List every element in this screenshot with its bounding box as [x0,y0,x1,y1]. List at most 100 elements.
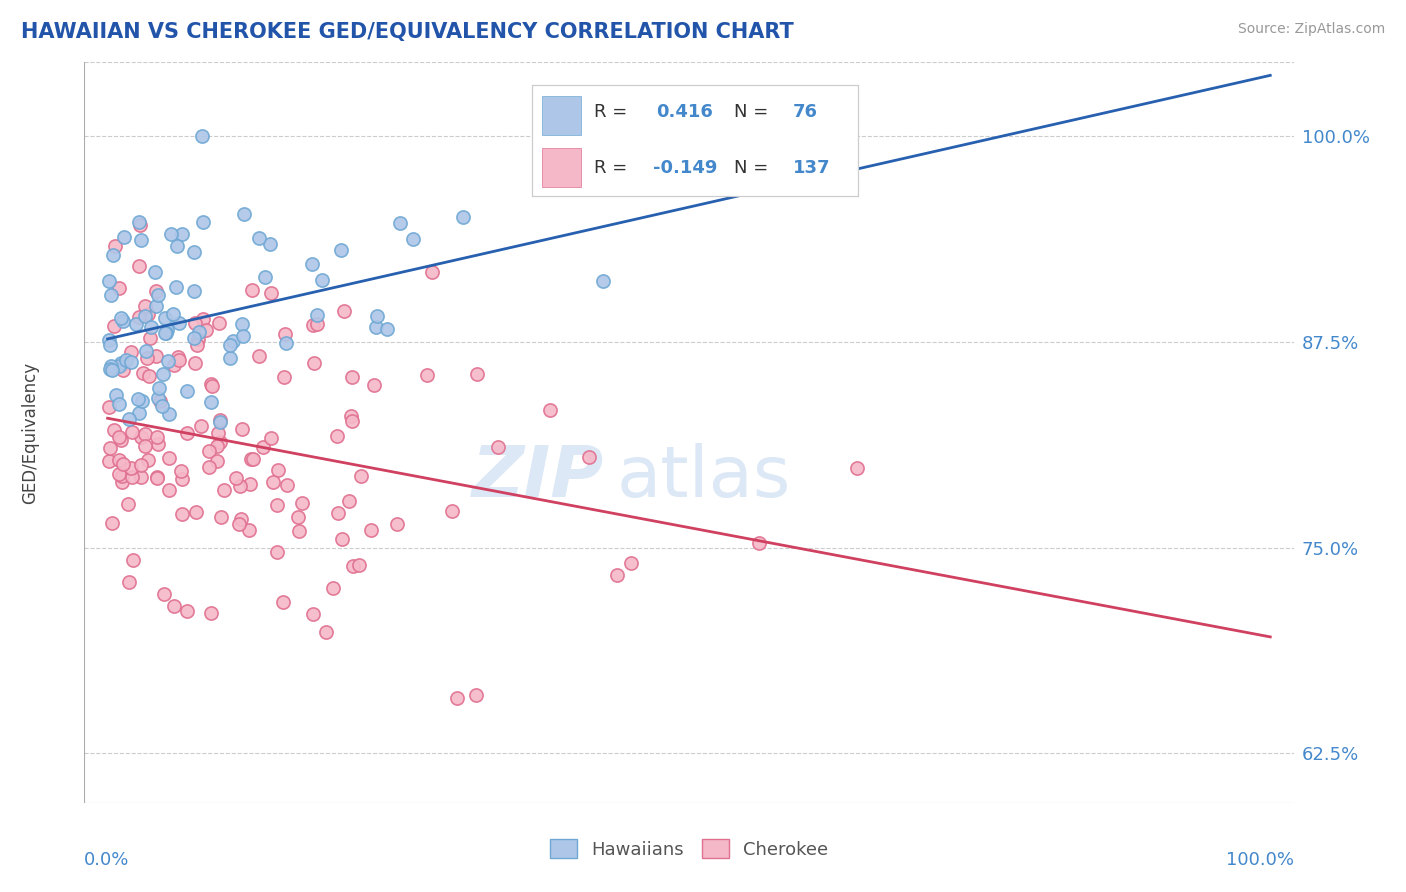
Point [146,392,169,406]
Point [172,227,194,241]
Point [266,498,288,512]
Point [271,595,294,609]
Point [134,427,156,442]
Point [387,516,409,531]
Point [209,416,232,430]
Point [229,512,252,526]
Point [145,349,167,363]
Point [198,460,221,475]
Point [212,483,235,498]
Point [120,345,142,359]
Point [145,299,167,313]
Point [163,599,186,613]
Point [150,399,173,413]
Point [239,477,262,491]
Point [301,257,323,271]
Point [302,356,325,370]
Point [337,494,360,508]
Point [209,509,232,524]
Point [305,308,328,322]
Point [167,353,190,368]
Point [157,450,180,465]
Point [134,439,156,453]
Point [538,403,561,417]
Point [100,288,122,302]
Point [274,335,297,350]
Point [112,357,135,371]
Point [170,472,193,486]
Point [200,395,222,409]
Point [208,316,231,330]
Point [104,388,127,402]
Point [375,322,398,336]
Point [146,430,169,444]
Point [200,606,222,620]
Point [108,467,131,481]
Point [219,351,242,365]
Point [128,215,150,229]
Point [163,359,186,373]
Point [98,441,121,455]
Point [486,440,509,454]
Point [247,349,270,363]
Point [118,575,141,590]
Point [146,437,169,451]
Point [121,470,143,484]
Point [148,381,170,395]
Point [135,351,157,365]
Point [266,545,288,559]
Point [129,458,152,472]
Point [134,299,156,313]
Point [111,457,134,471]
Point [98,273,121,287]
Point [190,419,212,434]
Point [107,430,129,444]
Point [340,414,363,428]
Point [97,400,120,414]
Point [128,406,150,420]
Point [259,237,281,252]
Point [288,524,311,539]
Point [103,423,125,437]
Point [465,367,488,381]
Point [347,558,370,573]
Point [225,471,247,485]
Point [252,440,274,454]
Point [465,688,488,702]
Point [208,413,231,427]
Point [186,338,208,352]
Text: Source: ZipAtlas.com: Source: ZipAtlas.com [1237,22,1385,37]
Point [97,333,120,347]
Point [446,691,468,706]
Point [232,329,254,343]
Point [103,319,125,334]
Point [360,524,382,538]
Point [326,507,349,521]
Point [191,215,214,229]
Point [152,368,174,382]
Point [136,453,159,467]
Point [108,397,131,411]
Point [187,332,209,346]
Point [183,245,205,260]
Point [156,322,179,336]
Point [620,557,643,571]
Point [209,434,232,449]
Point [416,368,439,382]
Text: 0.0%: 0.0% [84,851,129,869]
Point [232,206,254,220]
Point [340,409,363,424]
Point [98,362,121,376]
Point [389,215,412,229]
Point [100,359,122,373]
Point [291,496,314,510]
Point [110,356,132,370]
Point [166,238,188,252]
Point [139,320,162,334]
Point [165,279,187,293]
Point [157,354,180,368]
Point [129,233,152,247]
Point [176,604,198,618]
Point [420,264,443,278]
Point [121,425,143,439]
